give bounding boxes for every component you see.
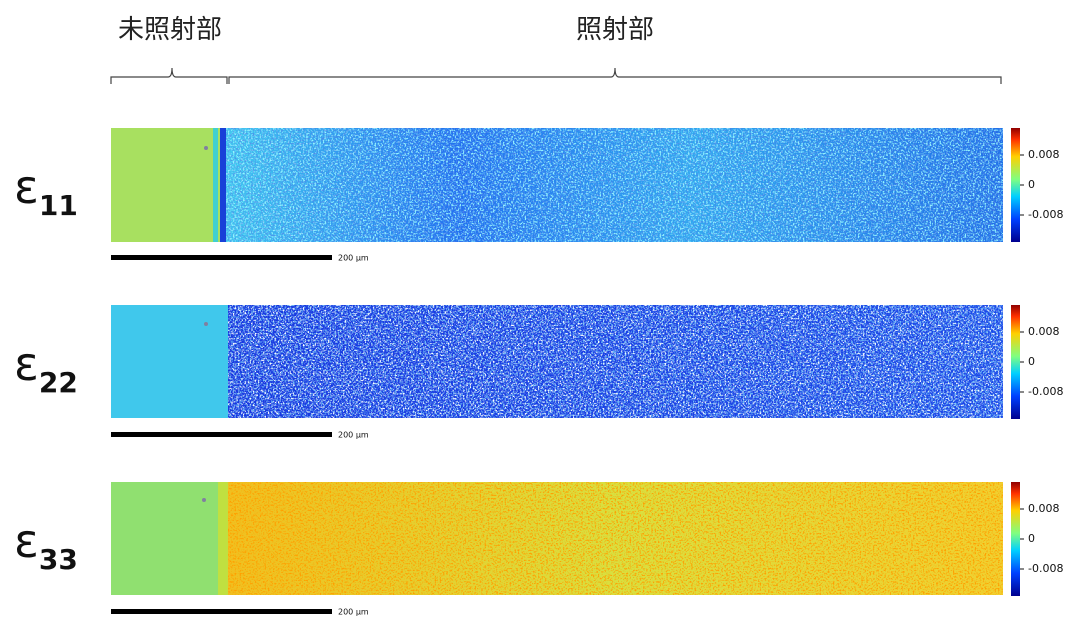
subscript: 22	[39, 366, 78, 399]
scale-bar	[111, 609, 332, 614]
subscript: 33	[39, 543, 78, 576]
component-label: ε11	[14, 160, 78, 222]
brace	[111, 68, 227, 84]
scale-bar-label: 200 μm	[338, 254, 369, 263]
symbol: ε	[14, 337, 39, 391]
scale-bar-label: 200 μm	[338, 608, 369, 617]
strain-map	[111, 305, 1003, 418]
figure: 未照射部 照射部 ε110.0080-0.008200 μmε220.0080-…	[0, 0, 1073, 618]
region-label: 未照射部	[118, 15, 222, 45]
colorbar-tick-label: 0	[1028, 532, 1035, 545]
component-label: ε22	[14, 337, 78, 399]
component-label: ε33	[14, 514, 78, 576]
colorbar	[1011, 305, 1020, 419]
colorbar-tick-label: 0	[1028, 355, 1035, 368]
region-label: 照射部	[576, 15, 654, 45]
scale-bar	[111, 255, 332, 260]
symbol: ε	[14, 160, 39, 214]
brace	[229, 68, 1001, 84]
scale-bar-label: 200 μm	[338, 431, 369, 440]
colorbar-tick-label: 0.008	[1028, 325, 1060, 338]
colorbar-tick-label: 0.008	[1028, 502, 1060, 515]
colorbar-tick-label: -0.008	[1028, 208, 1063, 221]
colorbar-tick-label: -0.008	[1028, 562, 1063, 575]
subscript: 11	[39, 189, 78, 222]
colorbar	[1011, 482, 1020, 596]
colorbar-tick-label: -0.008	[1028, 385, 1063, 398]
colorbar-tick-label: 0.008	[1028, 148, 1060, 161]
colorbar	[1011, 128, 1020, 242]
symbol: ε	[14, 514, 39, 568]
strain-map	[111, 482, 1003, 595]
scale-bar	[111, 432, 332, 437]
colorbar-tick-label: 0	[1028, 178, 1035, 191]
strain-map	[111, 128, 1003, 242]
